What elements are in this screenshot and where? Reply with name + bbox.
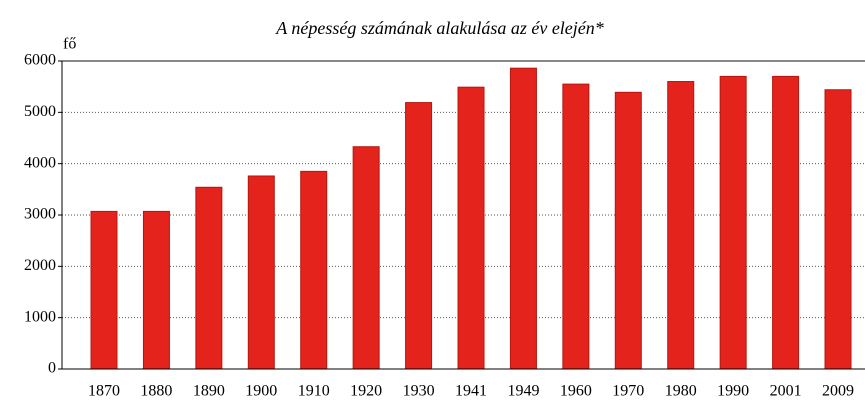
- x-tick-label: 1960: [560, 383, 592, 400]
- y-axis-label: fő: [63, 36, 76, 53]
- x-tick-label: 1941: [455, 383, 487, 400]
- bar: [457, 86, 485, 370]
- bar: [352, 146, 380, 370]
- y-tick-label: 5000: [24, 103, 56, 120]
- x-tick-label: 1870: [88, 383, 120, 400]
- x-tick-label: 1930: [403, 383, 435, 400]
- x-tick-label: 1949: [507, 383, 539, 400]
- x-tick-label: 1970: [612, 383, 644, 400]
- chart-title: A népesség számának alakulása az év elej…: [275, 18, 604, 38]
- x-tick-label: 1880: [140, 383, 172, 400]
- y-tick-label: 1000: [24, 308, 56, 325]
- x-tick-label: 1920: [350, 383, 382, 400]
- bar: [300, 170, 328, 370]
- bar: [90, 210, 118, 370]
- x-tick-label: 1980: [665, 383, 697, 400]
- x-tick-label: 1900: [245, 383, 277, 400]
- bar: [772, 75, 800, 370]
- bar: [719, 75, 747, 370]
- x-tick-label: 1910: [298, 383, 330, 400]
- x-tick-label: 1990: [717, 383, 749, 400]
- x-tick-label: 2001: [770, 383, 802, 400]
- y-tick-label: 6000: [24, 52, 56, 69]
- bar: [195, 186, 223, 370]
- bar: [667, 81, 695, 370]
- bar: [562, 83, 590, 370]
- x-tick-label: 1890: [193, 383, 225, 400]
- bar: [824, 89, 852, 370]
- bar: [509, 67, 537, 370]
- x-tick-label: 2009: [822, 383, 854, 400]
- y-tick-label: 4000: [24, 154, 56, 171]
- bar: [247, 175, 275, 370]
- y-tick-label: 2000: [24, 257, 56, 274]
- y-tick-label: 3000: [24, 206, 56, 223]
- bar: [614, 91, 642, 370]
- bar: [142, 210, 170, 370]
- bar: [405, 102, 433, 370]
- y-tick-label: 0: [48, 360, 56, 377]
